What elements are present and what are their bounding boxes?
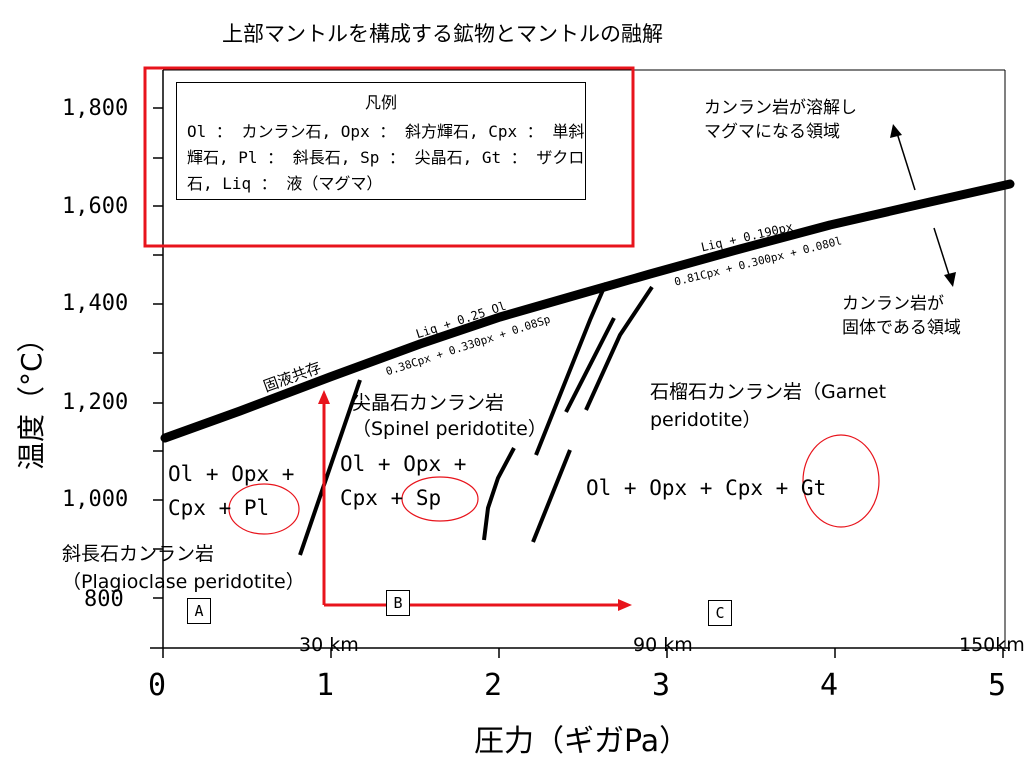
spinel-assemblage-line2: Cpx + Sp [340,486,442,510]
y-tick-800: 800 [84,587,124,612]
x-ticks [162,648,1004,658]
gt-ellipse [802,434,880,528]
x-tick-3: 3 [652,668,671,703]
solid-region-note: カンラン岩が 固体である領域 [842,294,961,338]
plagioclase-assemblage-line2: Cpx + Pl [168,496,270,520]
spinel-garnet-boundary-2b [584,285,654,411]
garnet-peridotite-note: 石榴石カンラン岩（Garnet peridotite） [650,381,887,431]
x-axis-label: 圧力（ギガPa） [474,724,690,759]
y-axis-label: 温度（°C） [15,324,48,470]
spinel-assemblage-line1: Ol + Opx + [340,452,467,476]
box-label-c: C [708,600,732,626]
legend-box: 凡例 Ol ： カンラン石, Opx ： 斜方輝石, Cpx ： 単斜輝石, P… [176,82,586,200]
plagioclase-peridotite-note: 斜長石カンラン岩 （Plagioclase peridotite） [62,543,305,593]
legend-highlight-box [143,66,635,248]
solid-arrow [933,227,951,279]
x-tick-2: 2 [484,668,503,703]
x-tick-1: 1 [316,668,335,703]
sp-ellipse [401,476,479,522]
legend-text: Ol ： カンラン石, Opx ： 斜方輝石, Cpx ： 単斜輝石, Pl ：… [187,122,585,193]
solid-arrowhead [944,272,956,287]
spinel-garnet-boundary-1b [534,282,608,456]
y-tick-1000: 1,000 [62,487,129,512]
page-title: 上部マントルを構成する鉱物とマントルの融解 [222,22,663,46]
spinel-garnet-boundary-1 [482,447,516,541]
spinel-peridotite-note: 尖晶石カンラン岩 （Spinel peridotite） [352,392,547,440]
plagioclase-assemblage-line1: Ol + Opx + [168,462,295,486]
y-tick-1600: 1,600 [62,194,129,219]
y-tick-1400: 1,400 [62,291,129,316]
solidus-curve [160,179,1015,443]
y-tick-1800: 1,800 [62,96,129,121]
spinel-garnet-boundary-1c [564,317,616,413]
red-vertical-arrowhead [318,390,330,404]
box-label-a: A [187,598,211,624]
x-tick-0: 0 [148,668,167,703]
legend-title: 凡例 [364,93,397,112]
pl-ellipse [228,483,300,535]
depth-30km: 30 km [299,634,359,656]
spinel-garnet-boundary-2 [531,449,572,543]
x-tick-5: 5 [988,668,1007,703]
plagioclase-spinel-boundary [298,379,362,556]
melt-arrowhead [890,124,902,138]
y-ticks [153,107,163,599]
x-tick-4: 4 [820,668,839,703]
melt-region-note: カンラン岩が溶解し マグマになる領域 [704,98,857,142]
garnet-assemblage: Ol + Opx + Cpx + Gt [586,476,827,500]
y-tick-1200: 1,200 [62,390,129,415]
depth-150km: 150km [959,634,1024,656]
melt-arrow [896,132,916,191]
depth-90km: 90 km [633,634,693,656]
red-horizontal-arrowhead [618,599,632,611]
box-label-b: B [386,590,410,616]
